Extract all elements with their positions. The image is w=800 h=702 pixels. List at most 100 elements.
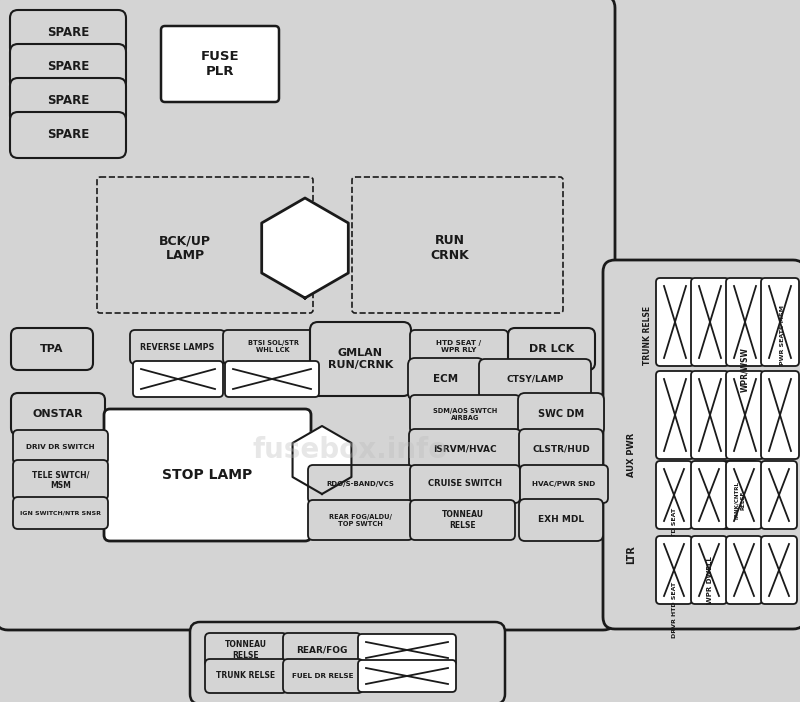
FancyBboxPatch shape xyxy=(691,371,729,459)
Polygon shape xyxy=(262,198,348,298)
FancyBboxPatch shape xyxy=(656,371,694,459)
FancyBboxPatch shape xyxy=(519,499,603,541)
FancyBboxPatch shape xyxy=(161,26,279,102)
Text: SDM/AOS SWTCH
AIRBAG: SDM/AOS SWTCH AIRBAG xyxy=(433,407,497,420)
Text: FUEL DR RELSE: FUEL DR RELSE xyxy=(292,673,354,679)
FancyBboxPatch shape xyxy=(205,659,287,693)
FancyBboxPatch shape xyxy=(603,260,800,629)
FancyBboxPatch shape xyxy=(410,500,515,540)
Text: REAR/FOG: REAR/FOG xyxy=(296,646,348,654)
Text: IGN SWITCH/NTR SNSR: IGN SWITCH/NTR SNSR xyxy=(20,510,101,515)
FancyBboxPatch shape xyxy=(310,322,411,396)
Text: AUX PWR: AUX PWR xyxy=(626,433,635,477)
FancyBboxPatch shape xyxy=(656,278,694,366)
FancyBboxPatch shape xyxy=(358,660,456,692)
FancyBboxPatch shape xyxy=(409,429,521,469)
Text: ECM: ECM xyxy=(434,374,458,384)
FancyBboxPatch shape xyxy=(283,633,361,667)
FancyBboxPatch shape xyxy=(691,461,727,529)
FancyBboxPatch shape xyxy=(722,461,758,529)
Text: TONNEAU
RELSE: TONNEAU RELSE xyxy=(225,640,267,660)
Text: DRVR HTD SEAT: DRVR HTD SEAT xyxy=(673,582,678,638)
Text: fusebox.info: fusebox.info xyxy=(252,436,448,464)
Text: ISRVM/HVAC: ISRVM/HVAC xyxy=(433,444,497,453)
Text: RUN
CRNK: RUN CRNK xyxy=(430,234,470,262)
Text: LTR: LTR xyxy=(626,545,636,564)
FancyBboxPatch shape xyxy=(283,659,363,693)
FancyBboxPatch shape xyxy=(761,278,799,366)
FancyBboxPatch shape xyxy=(225,361,319,397)
Text: REVERSE LAMPS: REVERSE LAMPS xyxy=(140,343,214,352)
Text: WPR DWELL: WPR DWELL xyxy=(707,556,713,604)
FancyBboxPatch shape xyxy=(656,536,692,604)
Text: CRUISE SWITCH: CRUISE SWITCH xyxy=(428,479,502,489)
FancyBboxPatch shape xyxy=(11,393,105,435)
Text: PWR SEATS MSM: PWR SEATS MSM xyxy=(781,305,786,365)
FancyBboxPatch shape xyxy=(10,44,126,90)
Text: SPARE: SPARE xyxy=(47,95,89,107)
FancyBboxPatch shape xyxy=(410,395,520,433)
FancyBboxPatch shape xyxy=(0,0,615,630)
FancyBboxPatch shape xyxy=(691,278,729,366)
Text: STOP LAMP: STOP LAMP xyxy=(162,468,253,482)
Text: PASS HTD SEAT: PASS HTD SEAT xyxy=(673,508,678,562)
Text: TONNEAU
RELSE: TONNEAU RELSE xyxy=(442,510,483,530)
FancyBboxPatch shape xyxy=(13,497,108,529)
Text: TPA: TPA xyxy=(40,344,64,354)
FancyBboxPatch shape xyxy=(508,328,595,370)
Text: FUSE
PLR: FUSE PLR xyxy=(201,50,239,78)
Text: WPR/WSW: WPR/WSW xyxy=(741,347,750,392)
Polygon shape xyxy=(293,426,351,494)
FancyBboxPatch shape xyxy=(358,634,456,666)
Text: SPARE: SPARE xyxy=(47,128,89,142)
Text: HVAC/PWR SND: HVAC/PWR SND xyxy=(532,481,596,487)
Text: SPARE: SPARE xyxy=(47,60,89,74)
FancyBboxPatch shape xyxy=(761,461,797,529)
FancyBboxPatch shape xyxy=(133,361,223,397)
FancyBboxPatch shape xyxy=(308,500,413,540)
Text: REAR FOG/ALDU/
TOP SWTCH: REAR FOG/ALDU/ TOP SWTCH xyxy=(329,513,392,526)
FancyBboxPatch shape xyxy=(479,359,591,399)
FancyBboxPatch shape xyxy=(104,409,311,541)
Text: GMLAN
RUN/CRNK: GMLAN RUN/CRNK xyxy=(328,348,393,370)
FancyBboxPatch shape xyxy=(518,393,604,435)
FancyBboxPatch shape xyxy=(726,278,764,366)
FancyBboxPatch shape xyxy=(726,536,762,604)
Text: RDO/S-BAND/VCS: RDO/S-BAND/VCS xyxy=(326,481,394,487)
FancyBboxPatch shape xyxy=(520,465,608,503)
Text: TRUNK RELSE: TRUNK RELSE xyxy=(643,305,653,364)
Text: HTD SEAT /
WPR RLY: HTD SEAT / WPR RLY xyxy=(437,340,482,354)
FancyBboxPatch shape xyxy=(519,429,603,469)
FancyBboxPatch shape xyxy=(726,461,762,529)
FancyBboxPatch shape xyxy=(13,430,108,464)
FancyBboxPatch shape xyxy=(410,465,520,503)
FancyBboxPatch shape xyxy=(13,460,108,500)
FancyBboxPatch shape xyxy=(97,177,313,313)
Text: ONSTAR: ONSTAR xyxy=(33,409,83,419)
FancyBboxPatch shape xyxy=(223,330,323,364)
FancyBboxPatch shape xyxy=(10,78,126,124)
FancyBboxPatch shape xyxy=(190,622,505,702)
Text: TRUNK RELSE: TRUNK RELSE xyxy=(217,672,275,680)
FancyBboxPatch shape xyxy=(691,536,727,604)
Text: DRIV DR SWITCH: DRIV DR SWITCH xyxy=(26,444,95,450)
Text: SWC DM: SWC DM xyxy=(538,409,584,419)
FancyBboxPatch shape xyxy=(11,328,93,370)
FancyBboxPatch shape xyxy=(410,330,508,364)
FancyBboxPatch shape xyxy=(308,465,413,503)
Text: CTSY/LAMP: CTSY/LAMP xyxy=(506,374,564,383)
Text: EXH MDL: EXH MDL xyxy=(538,515,584,524)
FancyBboxPatch shape xyxy=(726,371,764,459)
FancyBboxPatch shape xyxy=(761,371,799,459)
FancyBboxPatch shape xyxy=(761,536,797,604)
FancyBboxPatch shape xyxy=(352,177,563,313)
Text: DR LCK: DR LCK xyxy=(529,344,574,354)
Text: TELE SWTCH/
MSM: TELE SWTCH/ MSM xyxy=(32,470,89,490)
FancyBboxPatch shape xyxy=(408,358,484,400)
Text: CLSTR/HUD: CLSTR/HUD xyxy=(532,444,590,453)
FancyBboxPatch shape xyxy=(656,461,692,529)
Text: SPARE: SPARE xyxy=(47,27,89,39)
FancyBboxPatch shape xyxy=(10,112,126,158)
Text: BCK/UP
LAMP: BCK/UP LAMP xyxy=(159,234,211,262)
FancyBboxPatch shape xyxy=(10,10,126,56)
